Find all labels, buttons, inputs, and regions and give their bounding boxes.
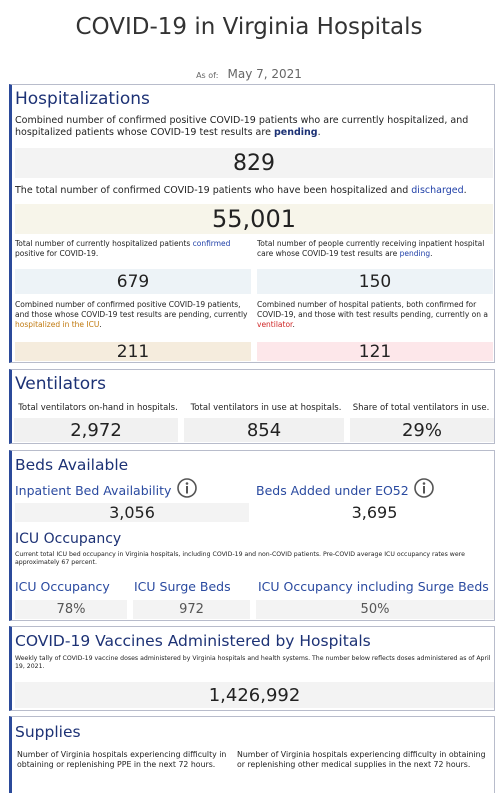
- value: 29%: [350, 418, 494, 442]
- as-of-label: As of:: [196, 71, 219, 80]
- text: The total number of confirmed COVID-19 p…: [15, 185, 412, 196]
- title: COVID-19 in Virginia Hospitals: [75, 14, 423, 40]
- value: 121: [257, 342, 493, 362]
- label: Total ventilators on-hand in hospitals.: [18, 403, 178, 413]
- value: 972: [133, 600, 250, 619]
- value: 854: [184, 418, 344, 442]
- emphasis: hospitalized in the ICU: [15, 319, 100, 329]
- value: 211: [15, 342, 251, 362]
- section-heading: Beds Available: [15, 456, 129, 474]
- text: .: [317, 127, 321, 139]
- text: Total number of people currently receivi…: [257, 239, 485, 258]
- text: .: [99, 319, 102, 329]
- value: 829: [15, 148, 493, 178]
- ventilators-section: Ventilators Total ventilators on-hand in…: [9, 369, 495, 444]
- text: .: [463, 185, 467, 196]
- value: 2,972: [14, 418, 178, 442]
- text: Combined number of confirmed positive CO…: [15, 115, 469, 139]
- label: Inpatient Bed Availability: [15, 483, 172, 498]
- value: 55,001: [15, 204, 493, 234]
- label: ICU Occupancy including Surge Beds: [258, 579, 489, 594]
- description: Weekly tally of COVID-19 vaccine doses a…: [15, 655, 491, 671]
- beds-section: Beds Available Inpatient Bed Availabilit…: [9, 450, 495, 621]
- vaccines-section: COVID-19 Vaccines Administered by Hospit…: [9, 626, 495, 711]
- label: ICU Surge Beds: [134, 579, 231, 594]
- section-heading: COVID-19 Vaccines Administered by Hospit…: [15, 632, 371, 650]
- as-of-date: May 7, 2021: [227, 67, 302, 81]
- description: Number of Virginia hospitals experiencin…: [237, 750, 486, 770]
- value: 78%: [15, 600, 127, 619]
- value: 150: [257, 269, 493, 294]
- info-icon[interactable]: [176, 477, 198, 499]
- value: 3,695: [255, 503, 494, 522]
- section-heading: Hospitalizations: [15, 89, 150, 109]
- section-heading: Supplies: [15, 723, 81, 741]
- description: Number of Virginia hospitals experiencin…: [17, 750, 227, 770]
- as-of: As of: May 7, 2021: [0, 63, 498, 82]
- emphasis: ventilator: [257, 319, 293, 329]
- text: positive for COVID-19.: [15, 248, 99, 258]
- value: 3,056: [15, 503, 249, 522]
- description: Total number of people currently receivi…: [257, 239, 493, 259]
- text: .: [430, 248, 433, 258]
- text: .: [292, 319, 295, 329]
- hospitalizations-section: Hospitalizations Combined number of conf…: [9, 84, 495, 363]
- subheading: ICU Occupancy: [15, 531, 122, 547]
- info-icon[interactable]: [413, 477, 435, 499]
- emphasis: confirmed: [192, 239, 231, 248]
- label: Total ventilators in use at hospitals.: [190, 403, 342, 413]
- value: 50%: [256, 600, 494, 619]
- description: Combined number of confirmed positive CO…: [15, 115, 485, 140]
- text: Total number of currently hospitalized p…: [15, 239, 193, 248]
- text: Combined number of confirmed positive CO…: [15, 300, 248, 319]
- description: Total number of currently hospitalized p…: [15, 239, 247, 259]
- supplies-section: Supplies Number of Virginia hospitals ex…: [9, 716, 495, 793]
- value: 1,426,992: [15, 682, 494, 708]
- label: Beds Added under EO52: [256, 483, 409, 498]
- value: 679: [15, 269, 251, 294]
- text: Combined number of hospital patients, bo…: [257, 300, 488, 319]
- emphasis: pending: [273, 127, 318, 139]
- description: Current total ICU bed occupancy in Virgi…: [15, 551, 465, 567]
- description: Combined number of confirmed positive CO…: [15, 300, 251, 329]
- section-heading: Ventilators: [15, 374, 106, 394]
- emphasis: discharged: [411, 185, 464, 196]
- description: The total number of confirmed COVID-19 p…: [15, 185, 485, 197]
- emphasis: pending: [399, 248, 431, 258]
- label: Share of total ventilators in use.: [352, 403, 490, 413]
- description: Combined number of hospital patients, bo…: [257, 300, 493, 329]
- label: ICU Occupancy: [15, 579, 110, 594]
